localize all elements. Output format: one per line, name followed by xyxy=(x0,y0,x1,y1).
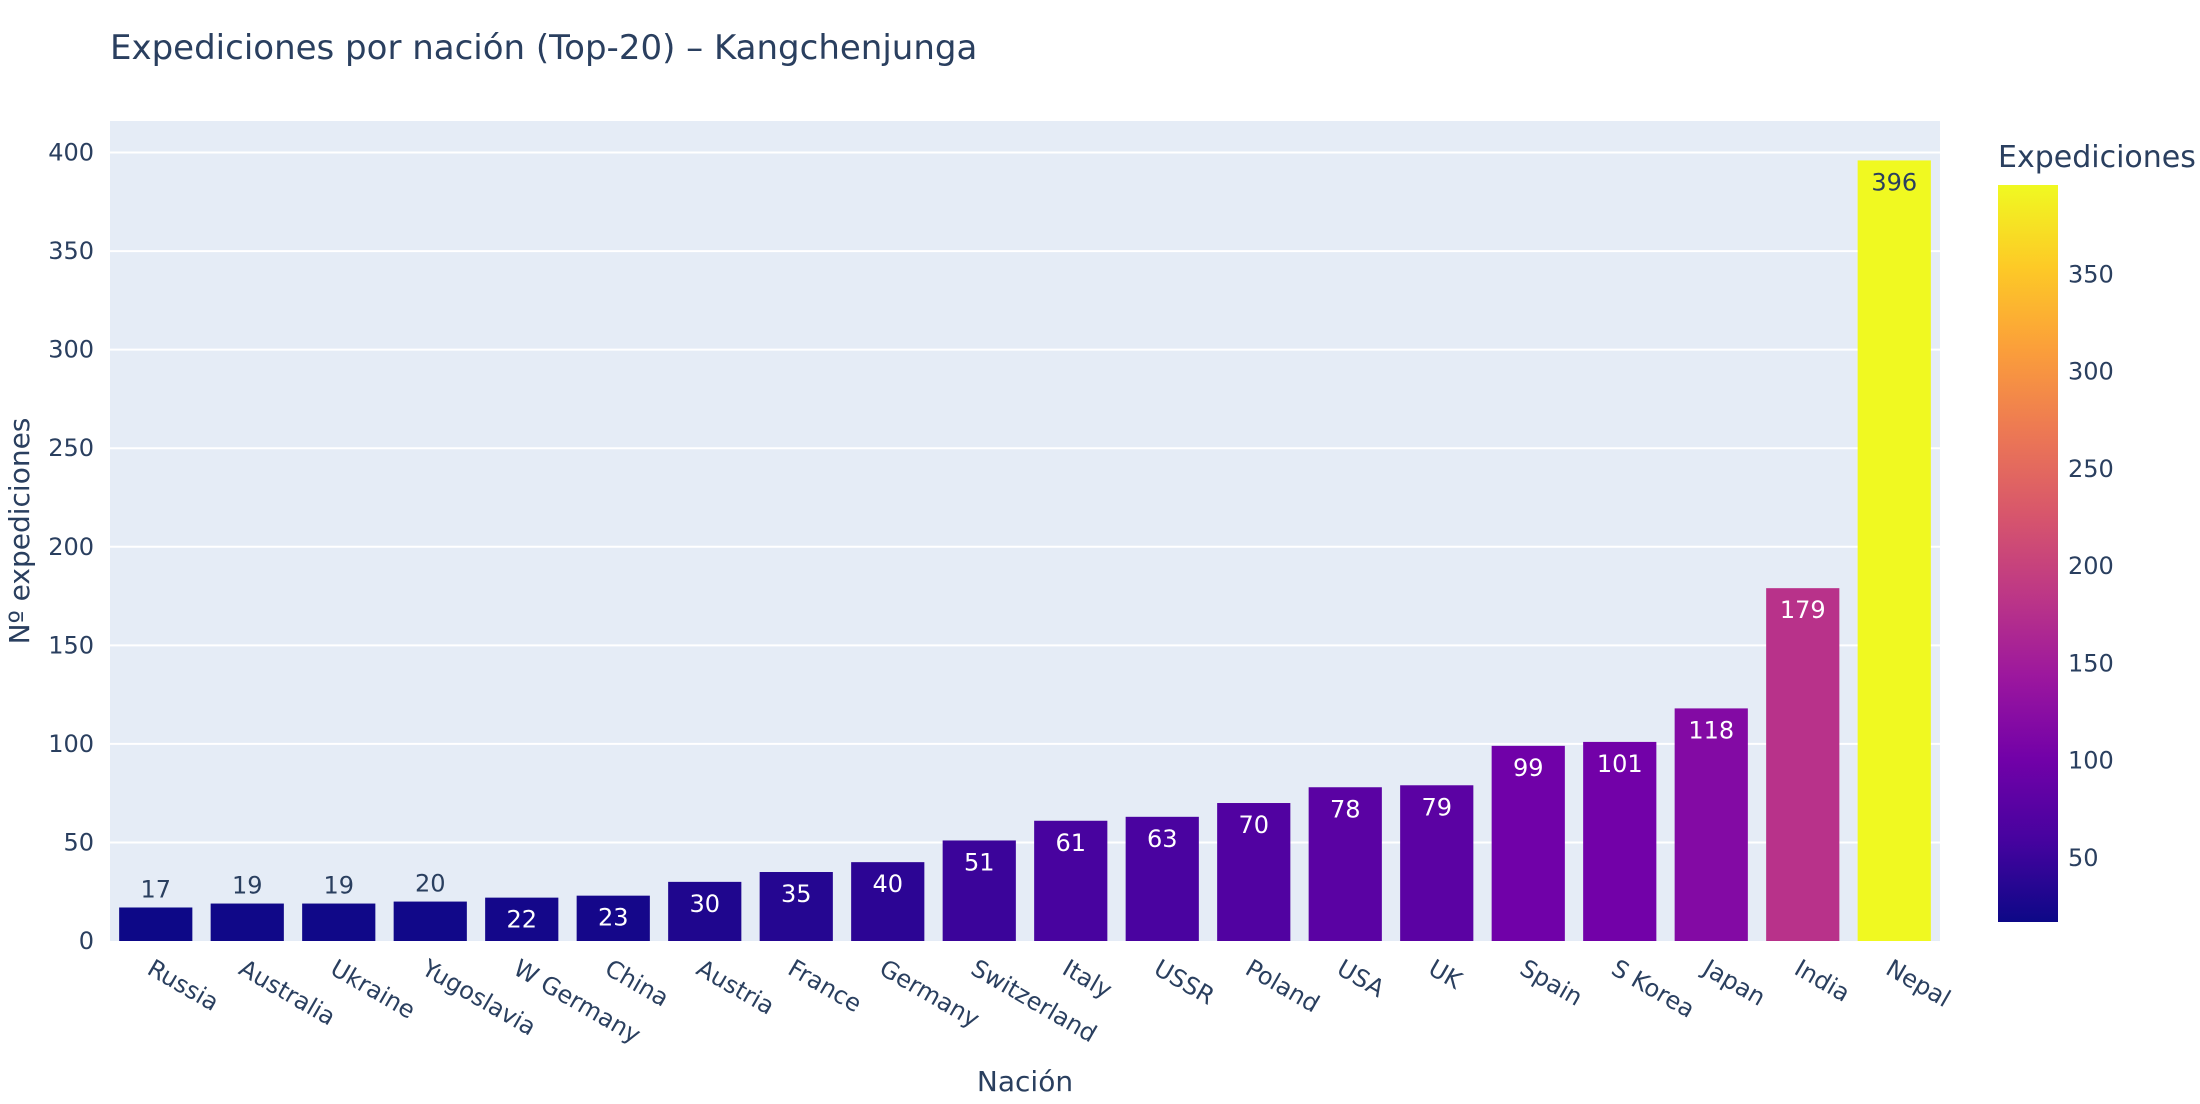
bar xyxy=(1491,745,1565,941)
bar xyxy=(1766,588,1840,941)
bar xyxy=(1674,708,1748,941)
bar xyxy=(485,897,559,941)
bar-value-label: 51 xyxy=(964,848,995,876)
bar xyxy=(851,862,925,941)
x-tick-label: UK xyxy=(1424,954,1468,996)
x-tick-label: Spain xyxy=(1515,954,1587,1012)
colorbar-tick-label: 50 xyxy=(2068,844,2099,872)
bar xyxy=(1583,741,1657,941)
bar-value-label: 396 xyxy=(1871,168,1917,196)
x-tick-label: Japan xyxy=(1697,953,1771,1012)
x-tick-label: USSR xyxy=(1149,954,1219,1011)
plot-background xyxy=(110,121,1940,941)
bar xyxy=(119,907,193,941)
chart-title: Expediciones por nación (Top-20) – Kangc… xyxy=(110,28,977,68)
colorbar-tick-label: 100 xyxy=(2068,747,2114,775)
bar-value-label: 30 xyxy=(689,890,720,918)
bar xyxy=(1400,785,1474,941)
data-labels: 17 19 19 20 22 23 30 35 40 51 61 63 70 78 79 99 101 118 17… xyxy=(140,168,1917,933)
x-tick-label: Nepal xyxy=(1881,954,1955,1013)
y-tick-label: 350 xyxy=(48,237,94,265)
bar-value-label: 101 xyxy=(1597,750,1643,778)
bar-value-label: 118 xyxy=(1688,716,1734,744)
colorbar-tick-label: 300 xyxy=(2068,358,2114,386)
bar xyxy=(1217,803,1291,941)
bars xyxy=(119,160,1931,941)
x-tick-label: China xyxy=(600,954,673,1013)
bar xyxy=(1308,787,1382,941)
bar-value-label: 40 xyxy=(872,870,903,898)
bar-value-label: 79 xyxy=(1421,793,1452,821)
bar xyxy=(576,895,650,941)
bar-value-label: 35 xyxy=(781,880,812,908)
x-tick-label: USA xyxy=(1332,954,1390,1003)
colorbar-tick-label: 350 xyxy=(2068,260,2114,288)
bar xyxy=(210,903,284,941)
bar-value-label: 20 xyxy=(415,870,446,898)
bar xyxy=(302,903,376,941)
bar-value-label: 22 xyxy=(506,906,537,934)
y-tick-label: 400 xyxy=(48,139,94,167)
x-tick-label: India xyxy=(1790,954,1855,1008)
y-tick-label: 100 xyxy=(48,730,94,758)
bar-value-label: 99 xyxy=(1513,754,1544,782)
colorbar-title: Expediciones xyxy=(1998,140,2196,175)
bar-value-label: 23 xyxy=(598,904,629,932)
bar xyxy=(393,901,467,941)
y-axis-ticks: 0 50 100 150 200 250 300 350 400 xyxy=(48,139,94,955)
colorbar-tick-label: 150 xyxy=(2068,649,2114,677)
x-tick-label: Italy xyxy=(1058,954,1117,1004)
bar-value-label: 19 xyxy=(323,872,354,900)
y-tick-label: 50 xyxy=(63,828,94,856)
x-axis-title: Nación xyxy=(977,1065,1073,1098)
y-axis-title: Nº expediciones xyxy=(3,418,36,645)
bar xyxy=(942,840,1016,941)
colorbar-tick-label: 250 xyxy=(2068,455,2114,483)
x-tick-label: Australia xyxy=(234,954,340,1031)
y-tick-label: 250 xyxy=(48,434,94,462)
x-tick-label: France xyxy=(783,954,866,1018)
y-tick-label: 150 xyxy=(48,631,94,659)
bar xyxy=(1125,816,1199,941)
y-tick-label: 200 xyxy=(48,533,94,561)
y-tick-label: 300 xyxy=(48,336,94,364)
x-tick-label: S Korea xyxy=(1607,954,1700,1024)
bar xyxy=(668,881,742,941)
bar-value-label: 63 xyxy=(1147,825,1178,853)
x-tick-label: Poland xyxy=(1241,954,1324,1018)
bar-value-label: 179 xyxy=(1780,596,1826,624)
x-tick-label: Austria xyxy=(692,954,779,1021)
bar xyxy=(1857,160,1931,941)
bar-value-label: 70 xyxy=(1238,811,1269,839)
x-tick-label: Russia xyxy=(143,954,224,1017)
colorbar: Expediciones 50 100 150 200 250 300 350 xyxy=(1998,140,2196,922)
bar-value-label: 78 xyxy=(1330,795,1361,823)
bar-value-label: 17 xyxy=(140,875,171,903)
y-tick-label: 0 xyxy=(79,927,94,955)
bar-value-label: 19 xyxy=(232,872,263,900)
colorbar-ticks: 50 100 150 200 250 300 350 xyxy=(2068,260,2114,871)
bar xyxy=(759,872,833,941)
gridlines xyxy=(110,151,1940,844)
x-tick-label: Ukraine xyxy=(326,954,420,1025)
x-tick-label: Germany xyxy=(875,954,985,1033)
colorbar-tick-label: 200 xyxy=(2068,552,2114,580)
bar xyxy=(1034,820,1108,941)
colorbar-gradient xyxy=(1998,185,2058,922)
bar-value-label: 61 xyxy=(1055,829,1086,857)
